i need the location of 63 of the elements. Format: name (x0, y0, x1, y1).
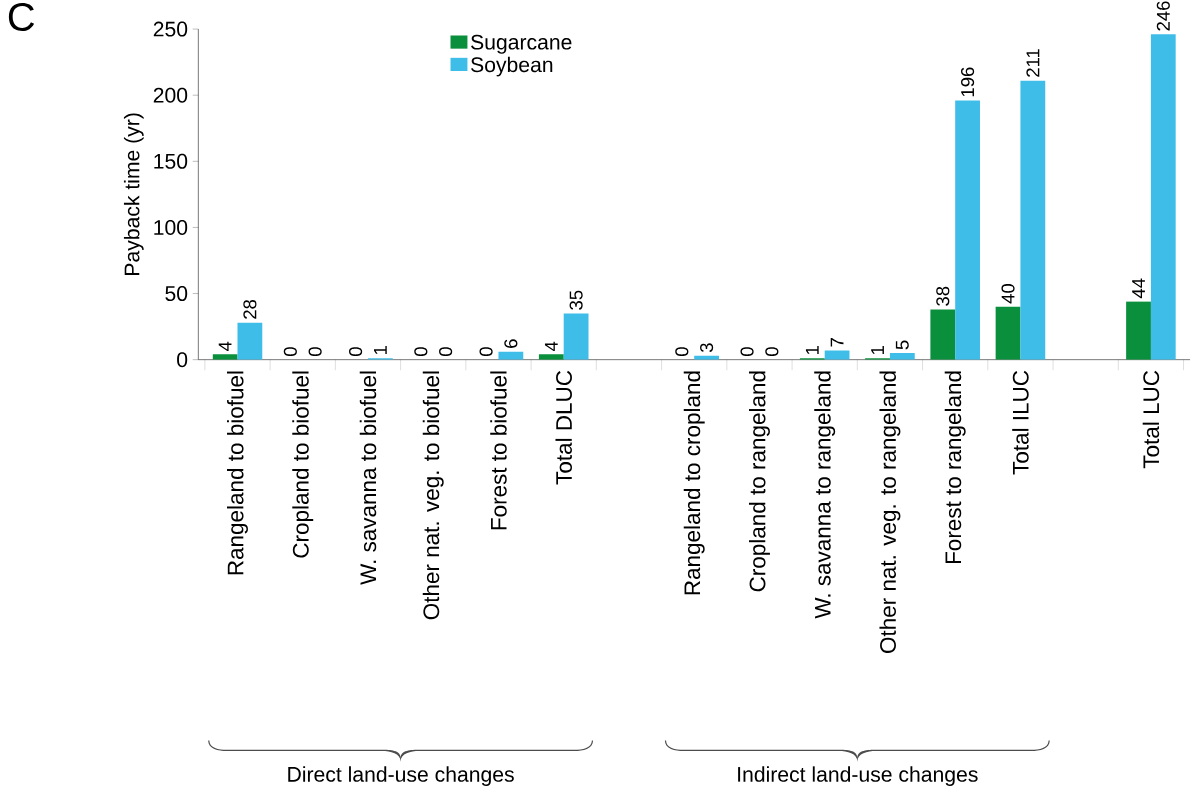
bar (1020, 80, 1046, 360)
x-tick-label: Cropland to rangeland (748, 371, 770, 592)
y-axis-title: Payback time (yr) (123, 113, 144, 275)
bar (955, 100, 980, 360)
x-tick-label: Rangeland to biofuel (227, 371, 248, 575)
y-tick-label: 0 (177, 352, 188, 368)
data-label: 0 (765, 347, 779, 356)
x-tick-label: Forest to biofuel (490, 371, 507, 530)
y-tick-label: 100 (154, 219, 188, 235)
data-label: 5 (895, 340, 909, 350)
bar (995, 306, 1021, 360)
data-label: 3 (700, 343, 714, 352)
data-label: 0 (414, 347, 428, 356)
bar (538, 354, 564, 360)
data-label: 7 (830, 338, 844, 347)
data-label: 40 (1001, 283, 1015, 304)
x-tick-label: Other nat. veg. to biofuel (422, 371, 444, 620)
data-label: 0 (349, 347, 363, 356)
data-label: 0 (308, 347, 322, 356)
data-label: 35 (569, 290, 583, 310)
data-label: 211 (1026, 49, 1040, 77)
data-label: 38 (936, 286, 950, 306)
data-label: 0 (675, 347, 689, 356)
data-label: 4 (544, 341, 558, 351)
bar (212, 354, 238, 360)
data-label: 28 (243, 299, 257, 319)
data-label: 4 (218, 341, 232, 351)
x-tick-label: Total LUC (1142, 370, 1160, 469)
data-label: 0 (740, 347, 754, 356)
legend-label: Soybean (471, 56, 553, 77)
x-tick-label: Cropland to biofuel (292, 371, 314, 558)
data-label: 0 (439, 347, 453, 356)
legend-label: Sugarcane (471, 34, 572, 54)
x-tick-label: W. savanna to rangeland (814, 371, 836, 619)
bar (889, 352, 915, 360)
y-tick-label: 200 (153, 87, 188, 103)
x-tick-label: Rangeland to cropland (683, 371, 705, 595)
data-label: 44 (1132, 278, 1145, 299)
data-label: 0 (283, 347, 297, 356)
data-label: 1 (374, 345, 387, 354)
data-label: 196 (961, 67, 975, 97)
y-tick-label: 250 (153, 21, 188, 37)
y-tick-label: 150 (154, 153, 188, 169)
data-label: 1 (805, 345, 819, 354)
x-tick-label: Total ILUC (1012, 370, 1029, 475)
data-label: 246 (1156, 1, 1170, 31)
chart-title: C (8, 2, 35, 31)
y-tick-label: 50 (165, 285, 188, 301)
bar (237, 322, 263, 360)
x-tick-label: Other nat. veg. to rangeland (879, 371, 901, 653)
x-tick-label: W. savanna to biofuel (359, 371, 377, 585)
data-label: 1 (871, 345, 884, 354)
bar (563, 313, 589, 360)
x-tick-label: Total DLUC (555, 370, 572, 485)
bar (930, 309, 956, 360)
data-label: 0 (479, 347, 493, 356)
text: Direct land-use changes (288, 766, 514, 786)
bar (824, 350, 850, 360)
x-tick-label: Forest to rangeland (944, 371, 966, 563)
data-label: 6 (504, 339, 518, 348)
text: Indirect land-use changes (738, 766, 978, 786)
bar (1150, 34, 1176, 360)
bar (1126, 301, 1151, 360)
